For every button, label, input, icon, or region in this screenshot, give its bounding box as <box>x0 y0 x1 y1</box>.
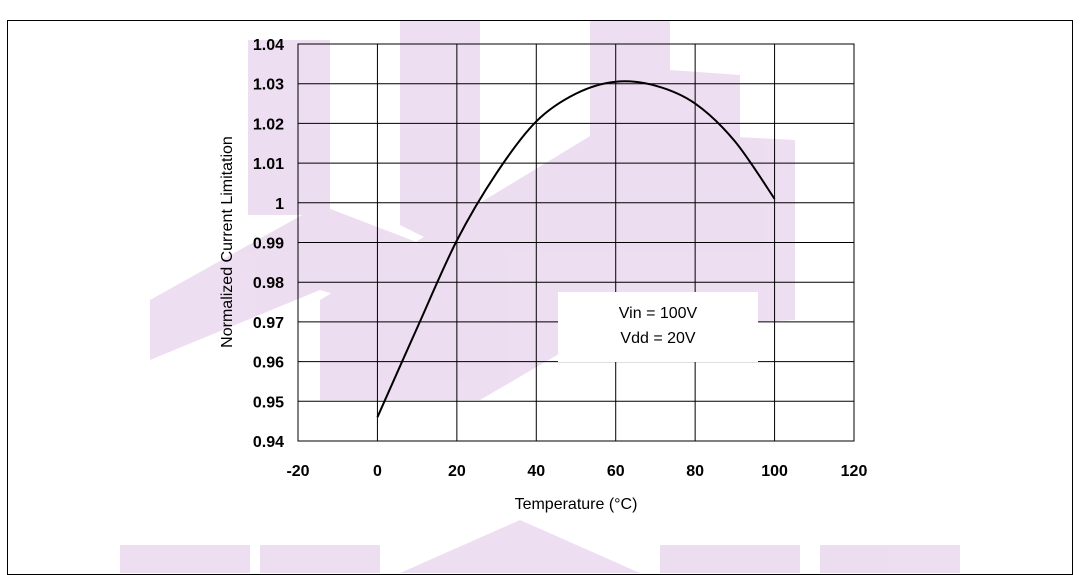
y-tick-label: 0.97 <box>253 315 284 332</box>
x-tick-label: 80 <box>686 463 704 480</box>
y-axis-title: Normalized Current Limitation <box>219 136 236 348</box>
y-tick-label: 1.04 <box>253 37 284 54</box>
y-tick-label: 1 <box>275 196 284 213</box>
y-tick-label: 0.99 <box>253 236 284 253</box>
annotation-background <box>558 292 758 362</box>
y-tick-label: 1.03 <box>253 77 284 94</box>
y-tick-label: 0.98 <box>253 275 284 292</box>
y-tick-label: 0.94 <box>253 434 284 451</box>
x-tick-label: 0 <box>373 463 382 480</box>
x-tick-label: 20 <box>448 463 466 480</box>
y-tick-labels: 1.04 1.03 1.02 1.01 1 0.99 0.98 0.97 0.96 0.95 0.9… <box>253 37 284 451</box>
x-tick-label: -20 <box>286 463 309 480</box>
x-axis-title: Temperature (°C) <box>515 496 638 513</box>
series-line <box>376 80 776 418</box>
y-tick-label: 0.95 <box>253 394 284 411</box>
y-tick-label: 1.01 <box>253 156 284 173</box>
x-tick-label: 120 <box>841 463 868 480</box>
x-tick-labels: -20 0 20 40 60 80 100 120 <box>286 463 867 480</box>
y-tick-label: 1.02 <box>253 116 284 133</box>
annotation-line-1: Vin = 100V <box>619 305 698 322</box>
grid <box>298 44 854 441</box>
y-tick-label: 0.96 <box>253 355 284 372</box>
annotation-line-2: Vdd = 20V <box>620 330 696 347</box>
x-tick-label: 100 <box>761 463 788 480</box>
x-tick-label: 60 <box>607 463 625 480</box>
x-tick-label: 40 <box>527 463 545 480</box>
